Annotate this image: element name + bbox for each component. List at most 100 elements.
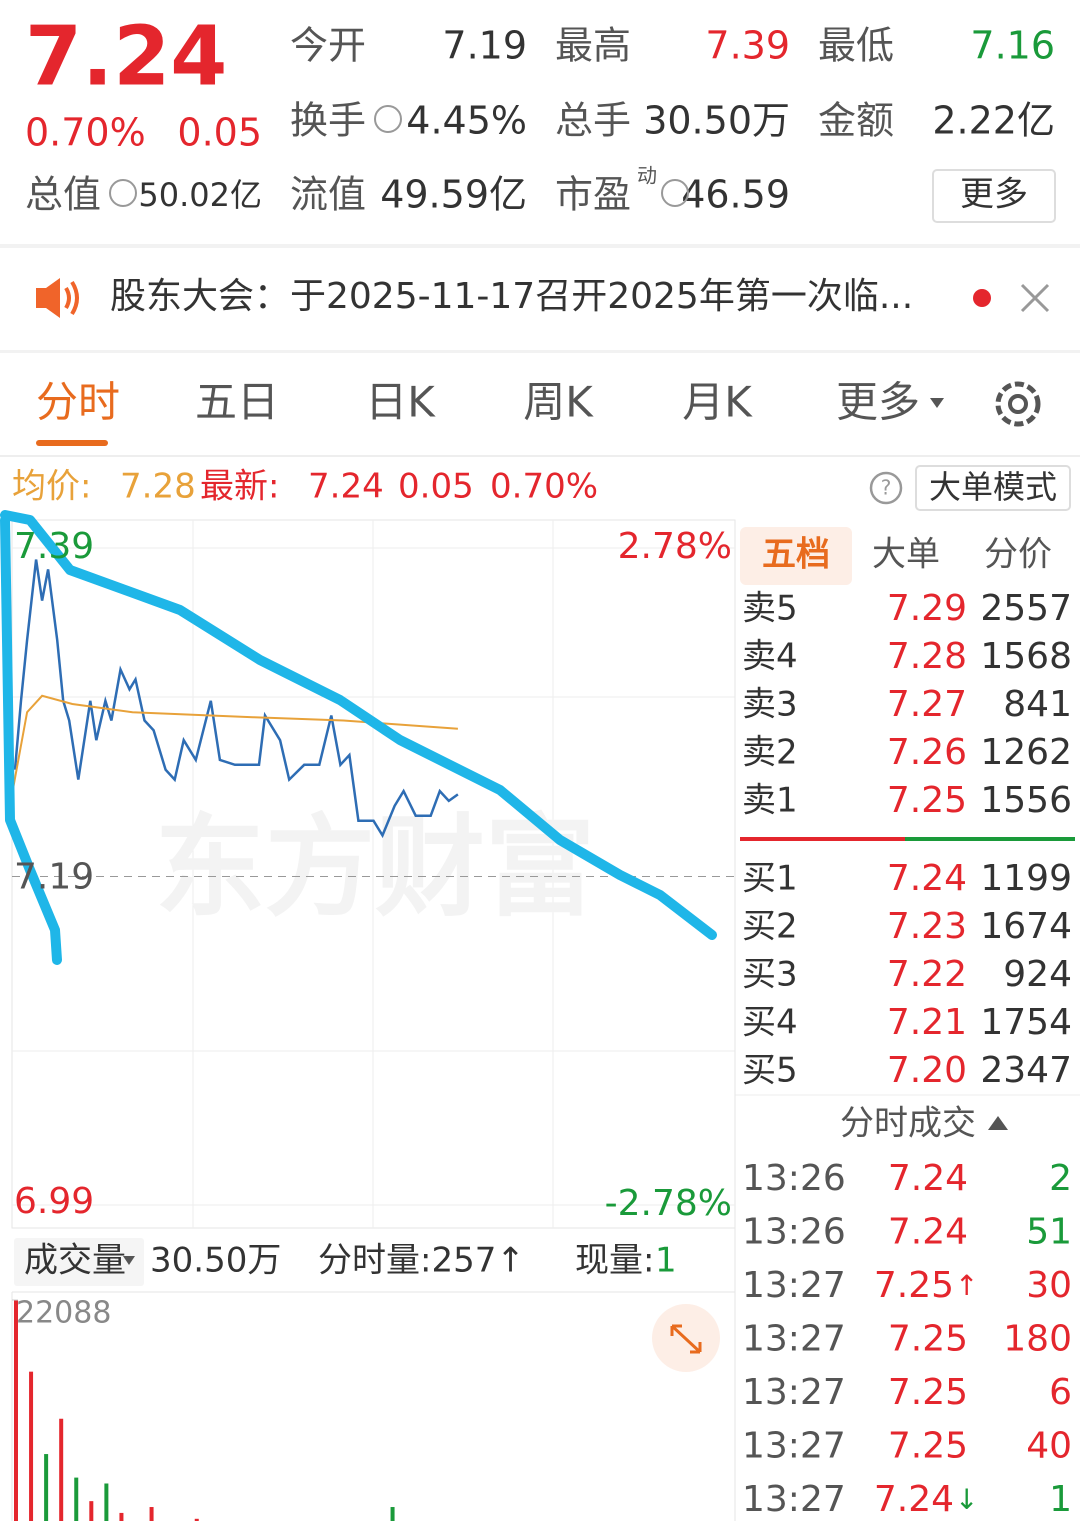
- trade-time: 13:27: [742, 1372, 846, 1413]
- more-label: 更多: [960, 175, 1028, 215]
- stat-value: 2.22亿: [932, 99, 1055, 143]
- volume-bar: [14, 1300, 18, 1521]
- trade-time: 13:26: [742, 1158, 846, 1199]
- volume-bar: [194, 1518, 199, 1521]
- tab: 周K: [523, 378, 594, 427]
- book-price: 7.23: [887, 906, 967, 947]
- stat-value: 46.59: [681, 173, 790, 217]
- book-price: 7.25: [887, 780, 967, 821]
- trade-time: 13:27: [742, 1319, 846, 1360]
- stat-value: 49.59亿: [380, 173, 527, 217]
- trades-title: 分时成交: [840, 1104, 976, 1144]
- trade-price: 7.25: [874, 1265, 954, 1306]
- info-icon: [661, 179, 689, 207]
- book-tab: 五档: [762, 535, 830, 575]
- last-value: 7.24: [308, 467, 384, 507]
- mode-button-label: 大单模式: [929, 468, 1057, 506]
- trade-arrow: ↓: [955, 1483, 978, 1516]
- book-tab: 大单: [872, 535, 940, 575]
- book-label: 买2: [742, 907, 798, 947]
- book-volume: 841: [1003, 684, 1072, 725]
- book-tab: 分价: [984, 535, 1052, 575]
- tab-underline: [36, 440, 108, 446]
- stat-label: 市盈: [555, 173, 631, 217]
- stat-value: 30.50万: [643, 99, 790, 143]
- book-price: 7.28: [887, 636, 967, 677]
- trade-volume: 1: [1049, 1479, 1072, 1520]
- help-mark: ?: [881, 476, 892, 500]
- info-change-pct: 0.70%: [490, 467, 598, 507]
- stat-label: 流值: [290, 173, 366, 217]
- avg-value: 7.28: [120, 467, 196, 507]
- dropdown-arrow: [123, 1256, 135, 1265]
- y-tick-label: 7.19: [14, 857, 94, 898]
- unread-dot: [973, 289, 991, 307]
- notice-text: 股东大会：于2025-11-17召开2025年第一次临...: [110, 276, 913, 317]
- book-price: 7.20: [887, 1050, 967, 1091]
- trades-sort-arrow: [988, 1116, 1008, 1130]
- tab: 日K: [365, 378, 436, 427]
- trade-price: 7.24: [874, 1479, 954, 1520]
- change: 0.05: [177, 111, 262, 155]
- trade-volume: 30: [1026, 1265, 1072, 1306]
- trade-price: 7.24: [888, 1212, 968, 1253]
- stat-superscript: 动: [637, 164, 657, 188]
- pct-label: -2.78%: [605, 1183, 732, 1224]
- volume-bar: [149, 1507, 154, 1521]
- stat-label: 最低: [818, 24, 894, 68]
- volume-total: 30.50万: [150, 1241, 281, 1281]
- last-price: 7.24: [25, 9, 227, 104]
- price-line: [11, 694, 458, 795]
- book-volume: 1674: [980, 906, 1072, 947]
- y-tick-label: 6.99: [14, 1181, 94, 1222]
- tab: 更多: [836, 378, 920, 427]
- book-label: 卖1: [742, 781, 798, 821]
- book-volume: 1556: [980, 780, 1072, 821]
- settings-icon[interactable]: [995, 381, 1041, 427]
- settings-icon-center: [1008, 394, 1028, 414]
- pct-label: 2.78%: [618, 526, 732, 567]
- book-price: 7.24: [887, 858, 967, 899]
- hand-annotation: [0, 510, 717, 965]
- stat-label: 最高: [555, 24, 631, 68]
- trade-price: 7.24: [888, 1158, 968, 1199]
- trade-time: 13:27: [742, 1479, 846, 1520]
- help-icon[interactable]: [869, 471, 903, 505]
- trade-time: 13:26: [742, 1212, 846, 1253]
- tab: 分时: [36, 378, 120, 427]
- book-label: 买3: [742, 955, 798, 995]
- volume-max-label: 22088: [16, 1296, 111, 1331]
- info-icon: [109, 179, 137, 207]
- book-volume: 1199: [980, 858, 1072, 899]
- close-notice[interactable]: [1020, 283, 1050, 313]
- mode-button[interactable]: [915, 465, 1071, 511]
- book-volume: 2347: [980, 1050, 1072, 1091]
- stat-value: 7.16: [970, 24, 1055, 68]
- trade-volume: 2: [1049, 1158, 1072, 1199]
- more-button[interactable]: [932, 169, 1056, 223]
- ask-bar: [740, 837, 905, 841]
- bid-bar: [905, 837, 1075, 841]
- trade-price: 7.25: [888, 1372, 968, 1413]
- book-volume: 1568: [980, 636, 1072, 677]
- volume-bar: [44, 1454, 49, 1521]
- trade-volume: 180: [1003, 1319, 1072, 1360]
- volume-selector[interactable]: [14, 1238, 144, 1286]
- volume-bar: [119, 1512, 124, 1521]
- trade-price: 7.25: [888, 1319, 968, 1360]
- stat-label: 总值: [25, 173, 101, 217]
- book-price: 7.21: [887, 1002, 967, 1043]
- divider: [0, 455, 1080, 457]
- info-change: 0.05: [398, 467, 474, 507]
- book-price: 7.27: [887, 684, 967, 725]
- change-pct: 0.70%: [25, 111, 146, 155]
- trade-time: 13:27: [742, 1426, 846, 1467]
- book-label: 卖2: [742, 733, 798, 773]
- book-price: 7.29: [887, 588, 967, 629]
- divider: [0, 350, 1080, 353]
- tab: 月K: [682, 378, 753, 427]
- divider: [0, 244, 1080, 248]
- book-label: 买4: [742, 1003, 798, 1043]
